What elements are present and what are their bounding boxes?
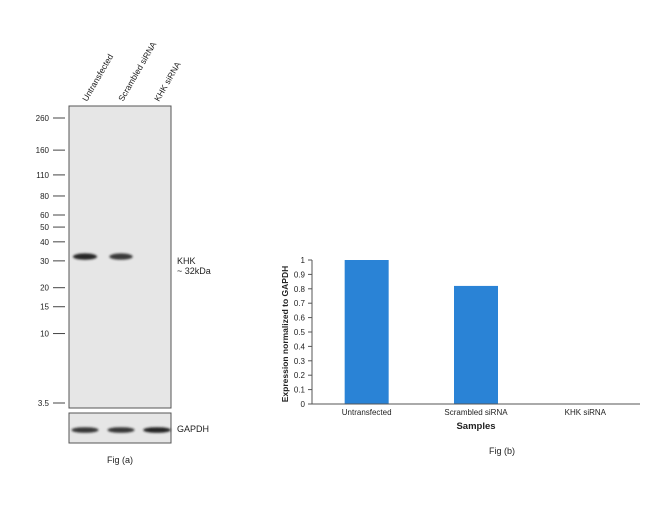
marker-label: 80 xyxy=(40,192,49,201)
band-size-label: ~ 32kDa xyxy=(177,266,211,276)
marker-label: 3.5 xyxy=(38,399,50,408)
y-tick-label: 0.8 xyxy=(294,285,306,294)
band-label: KHK xyxy=(177,256,196,266)
gapdh-band xyxy=(71,427,99,433)
y-tick-label: 1 xyxy=(301,256,306,265)
gapdh-band xyxy=(143,427,171,433)
fig-a-caption: Fig (a) xyxy=(107,455,133,465)
marker-label: 15 xyxy=(40,303,49,312)
marker-label: 30 xyxy=(40,257,49,266)
gapdh-band xyxy=(107,427,135,433)
marker-label: 20 xyxy=(40,284,49,293)
khk-band xyxy=(73,253,97,260)
x-axis: Untransfected Scrambled siRNA KHK siRNA xyxy=(312,403,640,417)
marker-ladder: 260 160 110 80 60 50 40 30 20 15 10 3.5 xyxy=(36,114,65,408)
marker-label: 10 xyxy=(40,330,49,339)
khk-band xyxy=(109,253,133,260)
y-tick-label: 0.9 xyxy=(294,270,306,279)
y-tick-label: 0 xyxy=(301,400,306,409)
marker-label: 110 xyxy=(36,171,49,180)
y-axis-label: Expression normalized to GAPDH xyxy=(280,266,290,403)
marker-label: 60 xyxy=(40,211,49,220)
marker-label: 260 xyxy=(36,114,50,123)
x-tick-label: Scrambled siRNA xyxy=(444,408,508,417)
y-tick-label: 0.1 xyxy=(294,386,306,395)
y-tick-label: 0.4 xyxy=(294,342,306,351)
y-tick-label: 0.3 xyxy=(294,357,306,366)
x-axis-label: Samples xyxy=(456,421,495,432)
x-tick-label: KHK siRNA xyxy=(565,408,607,417)
bar xyxy=(344,260,389,404)
marker-label: 40 xyxy=(40,238,49,247)
marker-label: 50 xyxy=(40,223,49,232)
x-tick-label: Untransfected xyxy=(342,408,392,417)
gapdh-bands xyxy=(71,427,171,433)
bars xyxy=(344,260,498,404)
marker-label: 160 xyxy=(36,146,50,155)
y-axis: 0 0.1 0.2 0.3 0.4 0.5 0.6 0.7 0.8 0.9 1 xyxy=(294,256,313,409)
y-tick-label: 0.2 xyxy=(294,371,306,380)
y-tick-label: 0.6 xyxy=(294,314,306,323)
khk-bands xyxy=(73,253,133,260)
bar xyxy=(454,285,498,404)
y-tick-label: 0.7 xyxy=(294,299,306,308)
loading-control-label: GAPDH xyxy=(177,424,209,434)
y-tick-label: 0.5 xyxy=(294,328,306,337)
fig-b-caption: Fig (b) xyxy=(489,446,515,456)
